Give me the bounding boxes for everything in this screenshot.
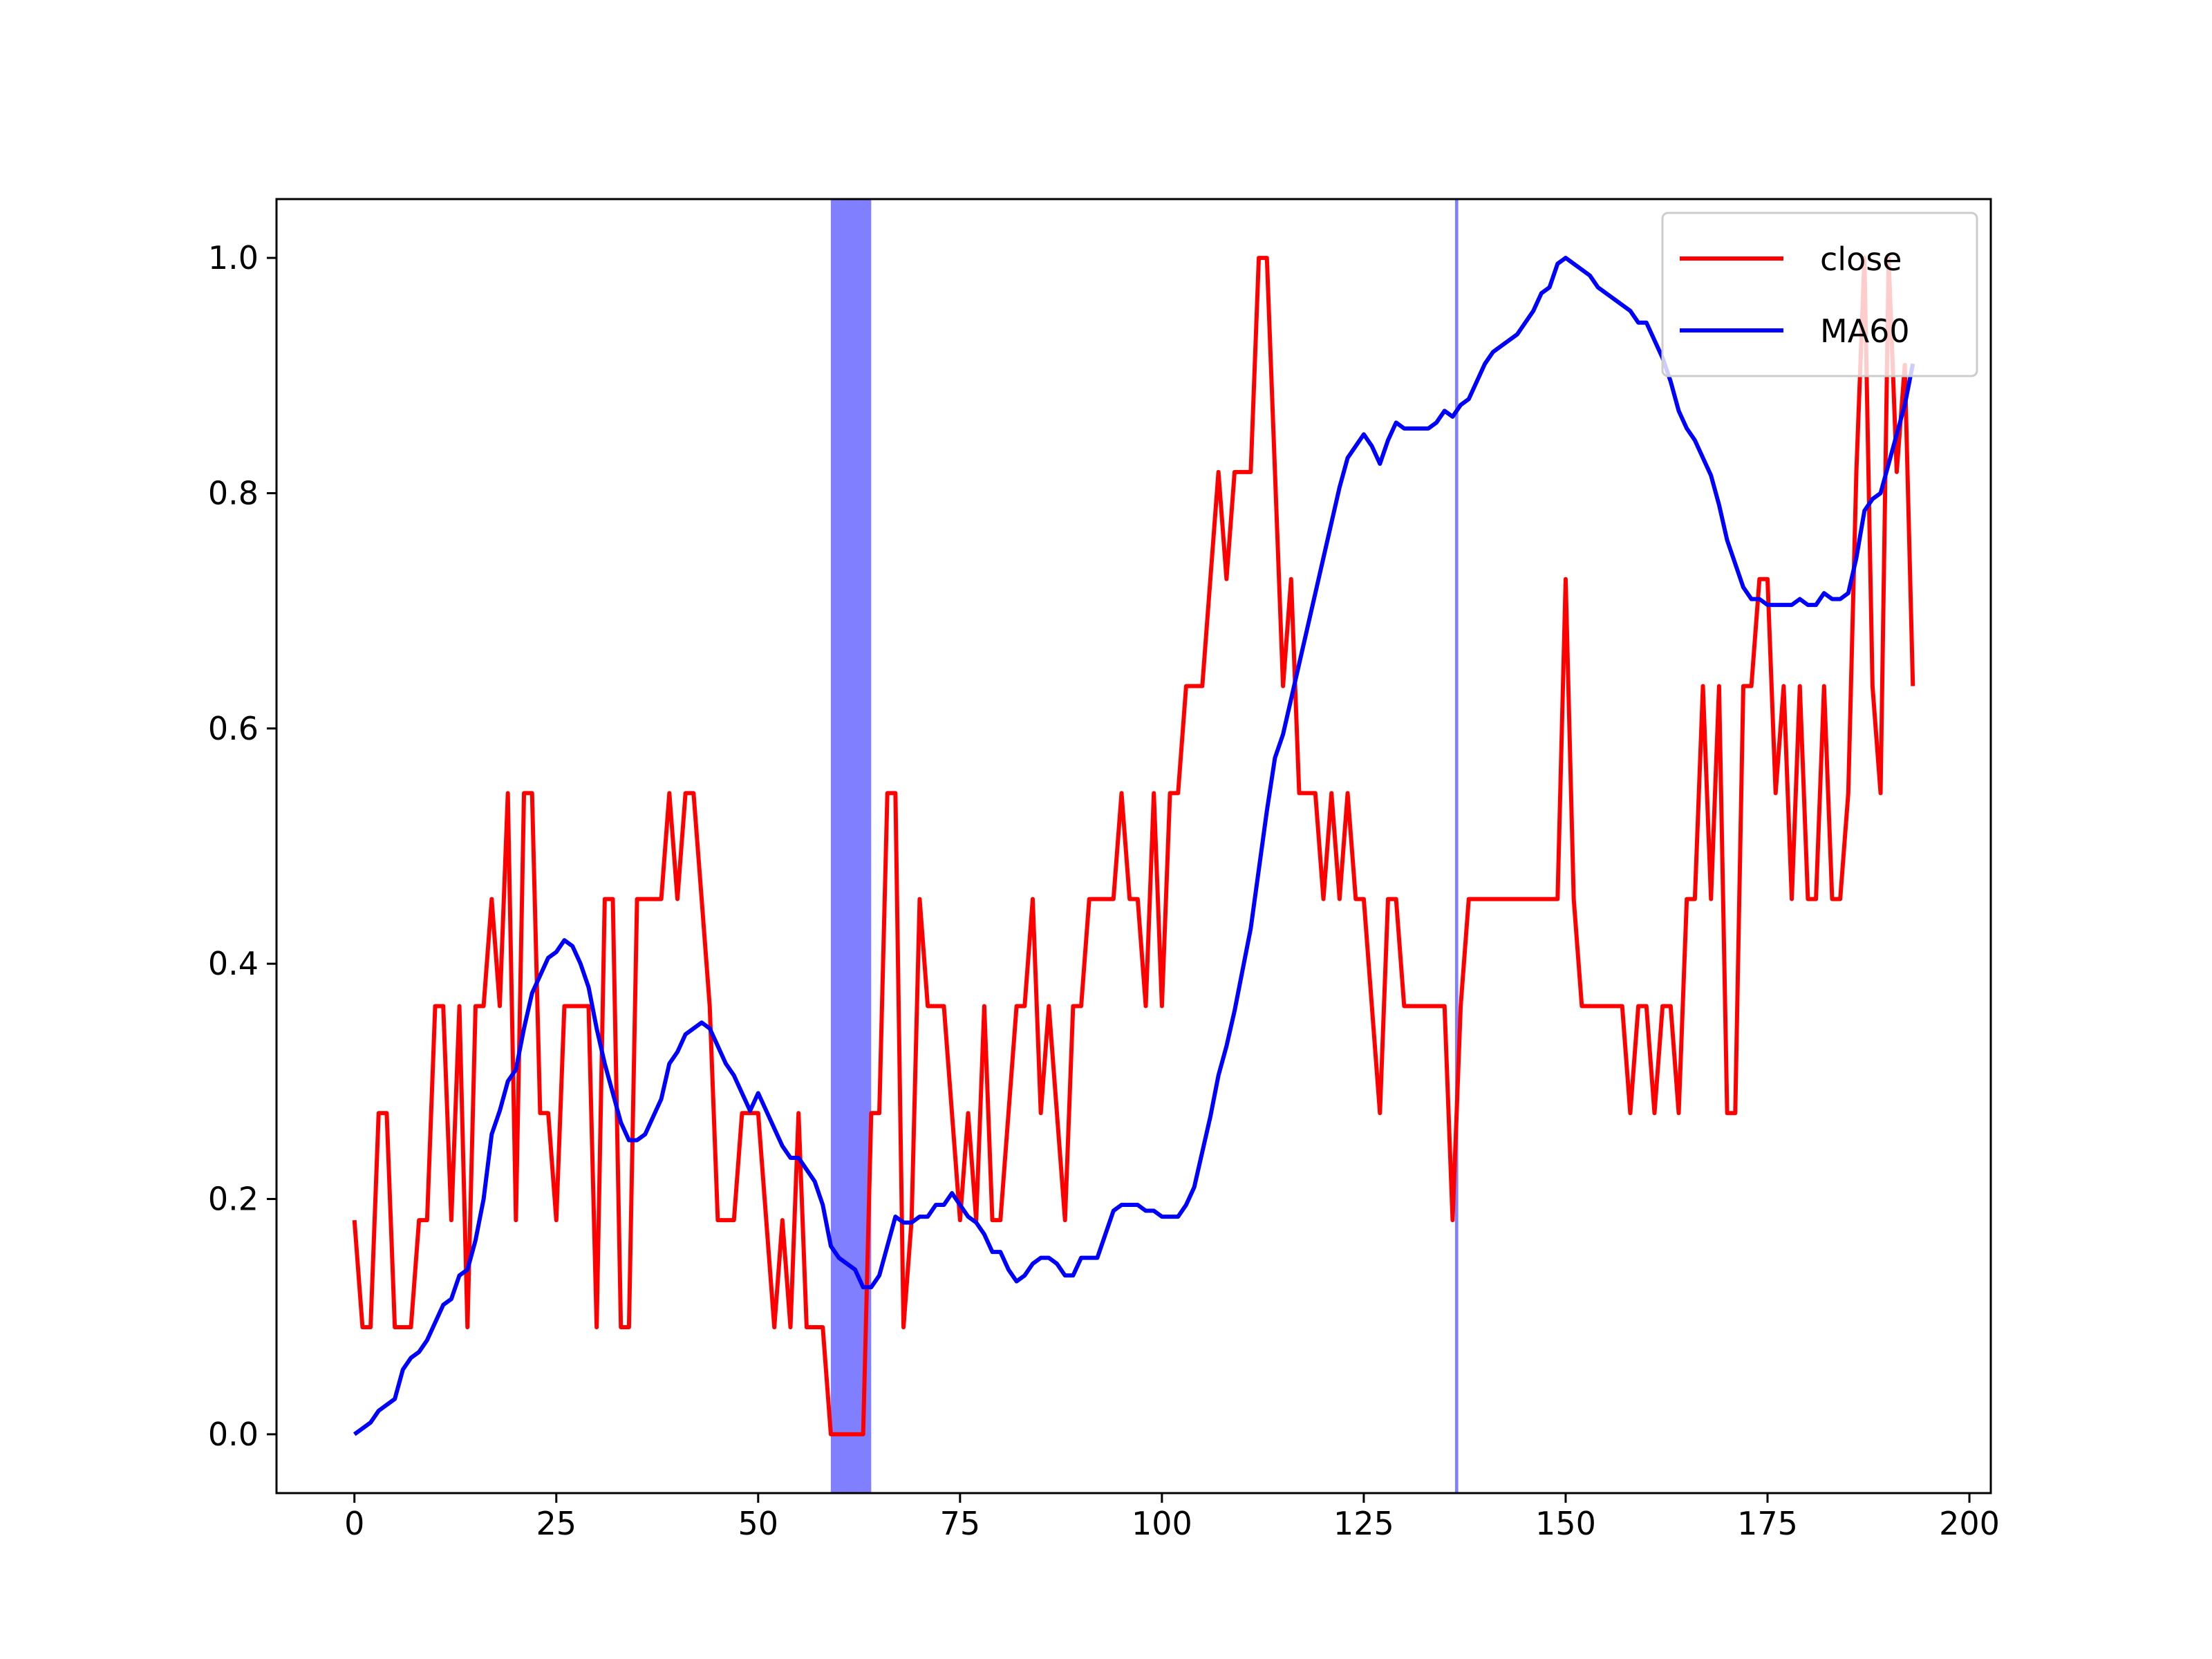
plot-area: [352, 199, 1915, 1493]
y-tick-label: 1.0: [208, 239, 259, 276]
x-tick-label: 100: [1132, 1505, 1192, 1542]
legend-label: MA60: [1820, 312, 1910, 350]
x-tick-label: 125: [1333, 1505, 1394, 1542]
x-tick-label: 0: [344, 1505, 364, 1542]
series-line: [353, 256, 1915, 1436]
x-tick-label: 175: [1737, 1505, 1798, 1542]
series-line: [352, 256, 1915, 1436]
x-tick-label: 50: [738, 1505, 779, 1542]
shaded-span: [830, 199, 872, 1493]
axes-frame: [275, 198, 1992, 1494]
x-tick-label: 75: [940, 1505, 981, 1542]
y-tick-label: 0.6: [208, 710, 259, 747]
x-tick-label: 200: [1939, 1505, 2000, 1542]
y-tick-label: 0.2: [208, 1181, 259, 1218]
y-tick-label: 0.0: [208, 1416, 259, 1453]
x-tick-label: 25: [536, 1505, 577, 1542]
legend-box: [1661, 212, 1978, 377]
y-tick-label: 0.8: [208, 474, 259, 512]
x-tick-label: 150: [1535, 1505, 1596, 1542]
legend-label: close: [1820, 241, 1902, 278]
shaded-span: [1454, 199, 1459, 1493]
y-tick-label: 0.4: [208, 945, 259, 982]
